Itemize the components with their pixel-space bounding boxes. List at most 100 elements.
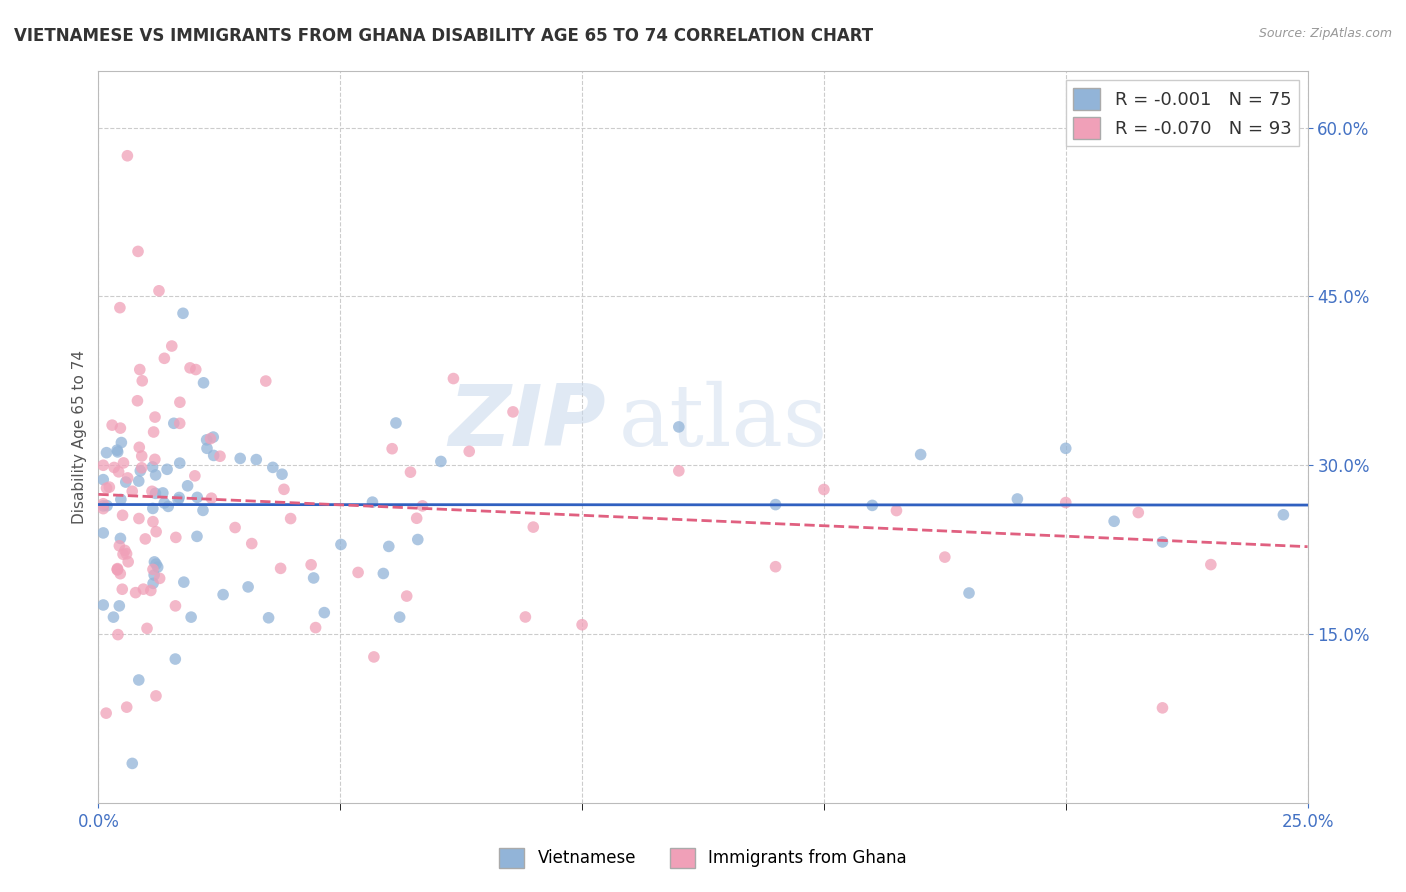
Point bbox=[117, 149, 139, 163]
Point bbox=[373, 566, 395, 581]
Point bbox=[134, 532, 156, 546]
Point bbox=[153, 351, 176, 366]
Point bbox=[813, 483, 835, 497]
Point bbox=[110, 421, 132, 435]
Point bbox=[184, 362, 207, 376]
Point bbox=[96, 481, 118, 495]
Point bbox=[101, 418, 124, 433]
Point bbox=[131, 374, 153, 388]
Point bbox=[128, 673, 150, 687]
Point bbox=[142, 515, 165, 529]
Point bbox=[132, 582, 155, 596]
Point bbox=[142, 576, 165, 591]
Point bbox=[142, 562, 165, 576]
Point bbox=[167, 491, 190, 505]
Point bbox=[184, 468, 207, 483]
Point bbox=[127, 393, 149, 408]
Point bbox=[522, 520, 544, 534]
Point bbox=[910, 448, 932, 462]
Point bbox=[91, 458, 114, 473]
Point bbox=[91, 473, 114, 487]
Point bbox=[165, 530, 187, 544]
Point bbox=[430, 454, 453, 468]
Point bbox=[165, 652, 187, 666]
Point bbox=[254, 374, 277, 388]
Point bbox=[91, 499, 114, 513]
Point bbox=[146, 560, 169, 574]
Point bbox=[121, 756, 143, 771]
Point bbox=[200, 432, 222, 446]
Point bbox=[363, 649, 385, 664]
Point bbox=[96, 499, 118, 513]
Point bbox=[186, 491, 208, 505]
Point bbox=[145, 486, 167, 500]
Point bbox=[91, 598, 114, 612]
Text: VIETNAMESE VS IMMIGRANTS FROM GHANA DISABILITY AGE 65 TO 74 CORRELATION CHART: VIETNAMESE VS IMMIGRANTS FROM GHANA DISA… bbox=[14, 27, 873, 45]
Point bbox=[280, 511, 302, 525]
Point bbox=[136, 621, 159, 635]
Point bbox=[957, 586, 980, 600]
Point bbox=[169, 456, 191, 470]
Point bbox=[127, 244, 149, 259]
Point bbox=[112, 456, 135, 470]
Text: atlas: atlas bbox=[619, 381, 828, 464]
Point bbox=[165, 599, 187, 613]
Point bbox=[91, 525, 114, 540]
Point bbox=[176, 479, 198, 493]
Legend: Vietnamese, Immigrants from Ghana: Vietnamese, Immigrants from Ghana bbox=[492, 841, 914, 875]
Point bbox=[765, 498, 787, 512]
Point bbox=[405, 511, 427, 525]
Point bbox=[302, 571, 325, 585]
Point bbox=[411, 499, 433, 513]
Point bbox=[111, 582, 134, 597]
Point bbox=[571, 617, 593, 632]
Point bbox=[314, 606, 336, 620]
Point bbox=[111, 547, 134, 561]
Point bbox=[128, 362, 150, 376]
Point bbox=[131, 449, 153, 463]
Point bbox=[208, 449, 231, 463]
Point bbox=[115, 700, 138, 714]
Point bbox=[860, 499, 883, 513]
Point bbox=[128, 511, 150, 525]
Text: Source: ZipAtlas.com: Source: ZipAtlas.com bbox=[1258, 27, 1392, 40]
Point bbox=[441, 371, 464, 385]
Point bbox=[257, 611, 280, 625]
Point bbox=[361, 495, 384, 509]
Point bbox=[110, 492, 132, 507]
Point bbox=[141, 459, 163, 474]
Point bbox=[395, 589, 418, 603]
Point bbox=[1199, 558, 1222, 572]
Point bbox=[458, 444, 481, 458]
Point bbox=[117, 555, 139, 569]
Point bbox=[934, 550, 956, 565]
Point bbox=[765, 559, 787, 574]
Legend: R = -0.001   N = 75, R = -0.070   N = 93: R = -0.001 N = 75, R = -0.070 N = 93 bbox=[1066, 80, 1299, 146]
Point bbox=[153, 496, 176, 510]
Point bbox=[172, 306, 194, 320]
Point bbox=[385, 416, 408, 430]
Point bbox=[668, 464, 690, 478]
Point bbox=[1007, 491, 1029, 506]
Point bbox=[105, 443, 128, 458]
Point bbox=[115, 547, 138, 561]
Point bbox=[149, 571, 172, 585]
Point bbox=[347, 566, 370, 580]
Point bbox=[245, 452, 267, 467]
Point bbox=[236, 580, 259, 594]
Point bbox=[169, 395, 191, 409]
Point bbox=[107, 627, 129, 641]
Point bbox=[160, 339, 183, 353]
Point bbox=[142, 425, 165, 439]
Point bbox=[212, 588, 235, 602]
Point bbox=[148, 284, 170, 298]
Point bbox=[145, 524, 167, 539]
Point bbox=[98, 480, 121, 494]
Point bbox=[388, 610, 411, 624]
Point bbox=[108, 599, 131, 613]
Point bbox=[186, 529, 208, 543]
Point bbox=[143, 410, 166, 425]
Point bbox=[143, 568, 166, 582]
Point bbox=[1102, 514, 1125, 528]
Point bbox=[110, 532, 132, 546]
